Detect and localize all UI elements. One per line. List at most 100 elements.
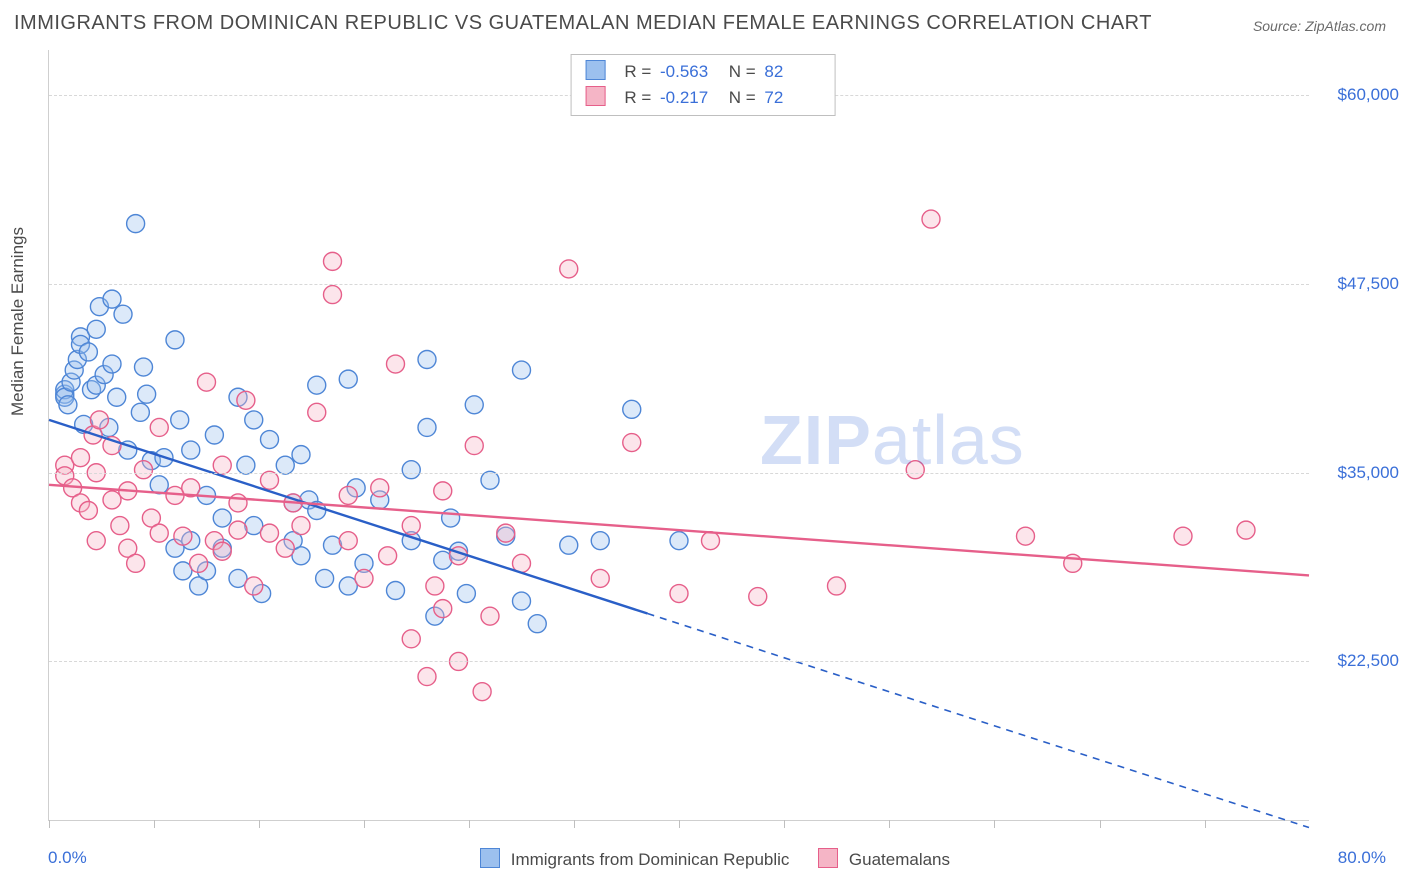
point-dominican: [591, 532, 609, 550]
r-value: -0.563: [660, 59, 716, 85]
point-guatemalan: [150, 524, 168, 542]
page-title: IMMIGRANTS FROM DOMINICAN REPUBLIC VS GU…: [14, 12, 1152, 35]
point-guatemalan: [922, 210, 940, 228]
point-dominican: [205, 426, 223, 444]
point-dominican: [513, 361, 531, 379]
x-axis-min: 0.0%: [48, 848, 87, 868]
gridline: [49, 473, 1309, 474]
series-label-guatemalan: Guatemalans: [849, 850, 950, 869]
correlation-legend: R = -0.563 N = 82 R = -0.217 N = 72: [571, 54, 836, 116]
legend-row-guatemalan: R = -0.217 N = 72: [586, 85, 821, 111]
point-guatemalan: [324, 286, 342, 304]
y-tick-label: $35,000: [1319, 463, 1399, 483]
point-dominican: [131, 403, 149, 421]
point-guatemalan: [261, 524, 279, 542]
point-dominican: [513, 592, 531, 610]
point-guatemalan: [426, 577, 444, 595]
point-dominican: [245, 411, 263, 429]
x-tick: [154, 820, 155, 828]
point-guatemalan: [127, 554, 145, 572]
point-guatemalan: [213, 456, 231, 474]
point-guatemalan: [355, 569, 373, 587]
point-guatemalan: [135, 461, 153, 479]
point-dominican: [465, 396, 483, 414]
point-dominican: [292, 446, 310, 464]
x-tick: [469, 820, 470, 828]
point-dominican: [135, 358, 153, 376]
point-dominican: [108, 388, 126, 406]
point-dominican: [418, 418, 436, 436]
point-guatemalan: [371, 479, 389, 497]
point-dominican: [237, 456, 255, 474]
point-guatemalan: [749, 588, 767, 606]
point-guatemalan: [387, 355, 405, 373]
point-dominican: [87, 320, 105, 338]
point-guatemalan: [402, 630, 420, 648]
point-guatemalan: [402, 517, 420, 535]
point-dominican: [402, 461, 420, 479]
point-guatemalan: [473, 683, 491, 701]
point-dominican: [623, 400, 641, 418]
point-guatemalan: [308, 403, 326, 421]
point-dominican: [418, 351, 436, 369]
x-tick: [994, 820, 995, 828]
swatch-guatemalan: [586, 86, 606, 106]
point-dominican: [528, 615, 546, 633]
n-value: 72: [764, 85, 820, 111]
point-guatemalan: [434, 482, 452, 500]
x-tick: [889, 820, 890, 828]
point-guatemalan: [1017, 527, 1035, 545]
x-tick: [364, 820, 365, 828]
x-tick: [49, 820, 50, 828]
series-label-dominican: Immigrants from Dominican Republic: [511, 850, 790, 869]
x-axis-max: 80.0%: [1338, 848, 1386, 868]
point-guatemalan: [324, 252, 342, 270]
point-dominican: [59, 396, 77, 414]
point-dominican: [261, 431, 279, 449]
point-guatemalan: [292, 517, 310, 535]
chart-svg: [49, 50, 1309, 820]
point-guatemalan: [1174, 527, 1192, 545]
point-guatemalan: [111, 517, 129, 535]
source-label: Source: ZipAtlas.com: [1253, 18, 1386, 34]
n-value: 82: [764, 59, 820, 85]
point-dominican: [442, 509, 460, 527]
point-guatemalan: [103, 491, 121, 509]
x-tick: [679, 820, 680, 828]
point-guatemalan: [229, 494, 247, 512]
point-dominican: [166, 331, 184, 349]
point-guatemalan: [906, 461, 924, 479]
x-tick: [1100, 820, 1101, 828]
point-guatemalan: [1237, 521, 1255, 539]
y-tick-label: $47,500: [1319, 274, 1399, 294]
point-guatemalan: [623, 434, 641, 452]
legend-row-dominican: R = -0.563 N = 82: [586, 59, 821, 85]
point-dominican: [114, 305, 132, 323]
y-tick-label: $60,000: [1319, 85, 1399, 105]
trend-dashed-dominican: [648, 614, 1310, 828]
point-dominican: [560, 536, 578, 554]
n-label: N =: [729, 62, 756, 81]
point-guatemalan: [481, 607, 499, 625]
chart-area: $22,500$35,000$47,500$60,000: [48, 50, 1309, 821]
gridline: [49, 661, 1309, 662]
point-dominican: [276, 456, 294, 474]
point-dominican: [387, 582, 405, 600]
x-tick: [784, 820, 785, 828]
swatch-guatemalan: [818, 848, 838, 868]
r-value: -0.217: [660, 85, 716, 111]
point-dominican: [182, 441, 200, 459]
point-guatemalan: [261, 471, 279, 489]
point-guatemalan: [198, 373, 216, 391]
point-guatemalan: [379, 547, 397, 565]
point-guatemalan: [190, 554, 208, 572]
r-label: R =: [624, 88, 651, 107]
point-guatemalan: [465, 437, 483, 455]
point-dominican: [138, 385, 156, 403]
gridline: [49, 284, 1309, 285]
point-guatemalan: [174, 527, 192, 545]
point-dominican: [308, 376, 326, 394]
y-tick-label: $22,500: [1319, 651, 1399, 671]
point-dominican: [213, 509, 231, 527]
point-guatemalan: [591, 569, 609, 587]
